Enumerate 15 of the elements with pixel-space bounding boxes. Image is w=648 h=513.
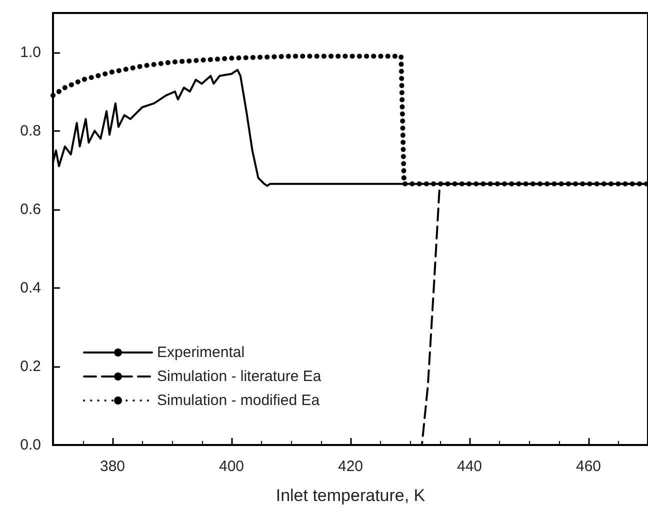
x-tick-label: 380 <box>100 458 126 475</box>
x-tick-label: 460 <box>576 458 602 475</box>
x-tick-label: 420 <box>338 458 364 475</box>
legend-label: Experimental <box>157 344 245 361</box>
y-tick-label: 0.2 <box>20 358 41 375</box>
y-tick-label: 0.8 <box>20 122 41 140</box>
y-tick-label: 0.0 <box>20 436 41 454</box>
x-tick-label: 440 <box>456 458 482 475</box>
y-tick-label: 1.0 <box>20 44 41 61</box>
y-tick-label: 0.4 <box>20 279 41 296</box>
x-axis-title: Inlet temperature, K <box>276 486 426 505</box>
x-tick-label: 400 <box>218 458 244 475</box>
legend-label: Simulation - literature Ea <box>157 368 322 385</box>
y-tick-label: 0.6 <box>20 200 41 218</box>
legend-label: Simulation - modified Ea <box>157 392 320 409</box>
